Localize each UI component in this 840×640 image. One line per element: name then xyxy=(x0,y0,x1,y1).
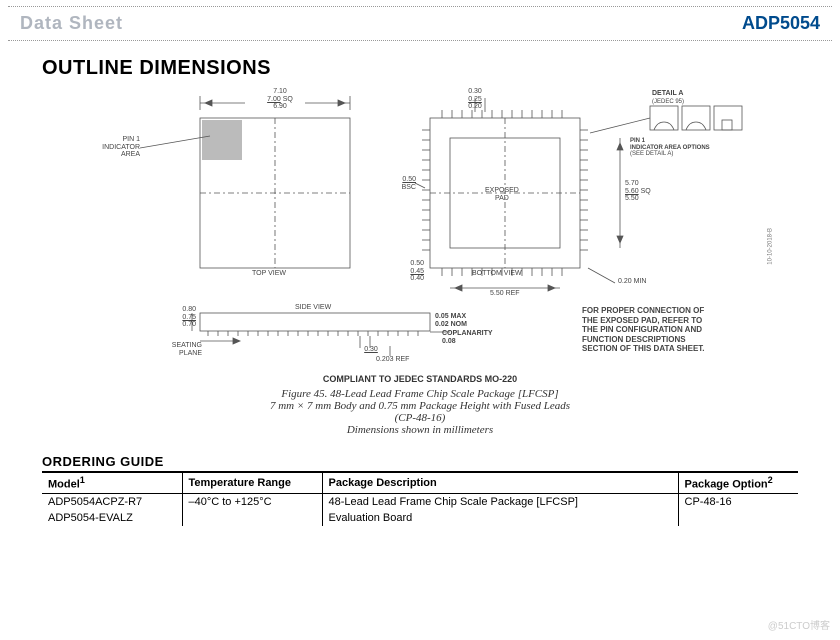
caption-fig-c: (CP-48-16) xyxy=(395,412,446,424)
dim-5.60: 5.60 xyxy=(625,188,639,195)
bsc-label: BSC xyxy=(402,184,416,191)
dim-5.50: 5.50 xyxy=(625,195,639,202)
dim-6.90: 6.90 xyxy=(273,103,287,110)
section-title-ordering: ORDERING GUIDE xyxy=(42,454,840,469)
rev-code: 10-10-2018-B xyxy=(768,228,774,265)
detail-b: (JEDEC 95) xyxy=(652,99,684,105)
header-part-number: ADP5054 xyxy=(742,13,820,34)
bottom-view-label: BOTTOM VIEW xyxy=(472,270,522,278)
side-view-label: SIDE VIEW xyxy=(295,304,331,312)
dim-0.75: 0.75 xyxy=(182,314,196,321)
th-desc: Package Description xyxy=(322,472,678,493)
seating-b: PLANE xyxy=(179,350,202,357)
dim-5.70: 5.70 xyxy=(625,180,639,187)
pin1opt-c: (SEE DETAIL A) xyxy=(630,151,673,157)
exposed-b: PAD xyxy=(495,195,509,202)
pin1-a: PIN 1 xyxy=(122,136,140,143)
cell: ADP5054ACPZ-R7 xyxy=(42,493,182,510)
cell xyxy=(678,510,798,526)
note-e: SECTION OF THIS DATA SHEET. xyxy=(582,344,705,353)
dim-0.20: 0.20 xyxy=(468,103,482,110)
note-a: FOR PROPER CONNECTION OF xyxy=(582,306,704,315)
th-range: Temperature Range xyxy=(182,472,322,493)
package-diagram: 7.10 7.00 SQ 6.90 PIN 1 INDICATOR AREA T… xyxy=(80,88,760,368)
dim-0.30s: 0.30 xyxy=(364,346,378,353)
diagram-caption: COMPLIANT TO JEDEC STANDARDS MO-220 Figu… xyxy=(80,374,760,436)
table-row: ADP5054ACPZ-R7 –40°C to +125°C 48-Lead L… xyxy=(42,493,798,510)
cell: –40°C to +125°C xyxy=(182,493,322,510)
caption-fig-b: 7 mm × 7 mm Body and 0.75 mm Package Hei… xyxy=(270,400,570,412)
cell: ADP5054-EVALZ xyxy=(42,510,182,526)
exposed-a: EXPOSED xyxy=(485,187,519,194)
copl-a: COPLANARITY xyxy=(442,330,493,337)
bsc-0.50: 0.50 xyxy=(402,176,416,183)
pin1-c: AREA xyxy=(121,151,140,158)
th-option-sup: 2 xyxy=(768,475,773,485)
note-d: FUNCTION DESCRIPTIONS xyxy=(582,335,686,344)
caption-fig-d: Dimensions shown in millimeters xyxy=(347,424,493,436)
dim-0.40: 0.40 xyxy=(410,275,424,282)
note-b: THE EXPOSED PAD, REFER TO xyxy=(582,316,702,325)
dim-0.30: 0.30 xyxy=(468,88,482,95)
dim-sq: SQ xyxy=(283,96,293,103)
dim-0.50b: 0.50 xyxy=(410,260,424,267)
pin1opt-a: PIN 1 xyxy=(630,138,645,144)
dim-0.80: 0.80 xyxy=(182,306,196,313)
dim-0.20min: 0.20 MIN xyxy=(618,278,646,286)
side-0.02: 0.02 NOM xyxy=(435,321,467,328)
th-model: Model xyxy=(48,479,80,491)
caption-fig-a: Figure 45. 48-Lead Lead Frame Chip Scale… xyxy=(281,388,558,400)
detail-a: DETAIL A xyxy=(652,90,683,97)
cell: CP-48-16 xyxy=(678,493,798,510)
dim-7.10: 7.10 xyxy=(273,88,287,95)
note-c: THE PIN CONFIGURATION AND xyxy=(582,325,702,334)
compliant-text: COMPLIANT TO JEDEC STANDARDS MO-220 xyxy=(80,374,760,384)
ordering-table: Model1 Temperature Range Package Descrip… xyxy=(42,471,798,526)
cell xyxy=(182,510,322,526)
dim-sq2: SQ xyxy=(641,188,651,195)
section-title-dimensions: OUTLINE DIMENSIONS xyxy=(42,57,840,80)
dim-5.50ref: 5.50 REF xyxy=(490,290,520,298)
th-option: Package Option xyxy=(685,479,768,491)
header-left: Data Sheet xyxy=(20,13,123,34)
copl-b: 0.08 xyxy=(442,338,456,345)
pin1-b: INDICATOR xyxy=(102,144,140,151)
dim-0.25: 0.25 xyxy=(468,96,482,103)
pin1opt-b: INDICATOR AREA OPTIONS xyxy=(630,145,710,151)
dim-7.00: 7.00 xyxy=(267,96,281,103)
watermark: @51CTO博客 xyxy=(768,617,830,632)
seating-a: SEATING xyxy=(172,342,202,349)
side-0.05: 0.05 MAX xyxy=(435,313,466,320)
top-view-label: TOP VIEW xyxy=(252,270,286,278)
dim-0.45: 0.45 xyxy=(410,268,424,275)
dim-0.203: 0.203 REF xyxy=(376,356,409,364)
cell: Evaluation Board xyxy=(322,510,678,526)
th-model-sup: 1 xyxy=(80,475,85,485)
dim-0.70: 0.70 xyxy=(182,321,196,328)
page-header: Data Sheet ADP5054 xyxy=(8,6,832,41)
table-row: ADP5054-EVALZ Evaluation Board xyxy=(42,510,798,526)
cell: 48-Lead Lead Frame Chip Scale Package [L… xyxy=(322,493,678,510)
